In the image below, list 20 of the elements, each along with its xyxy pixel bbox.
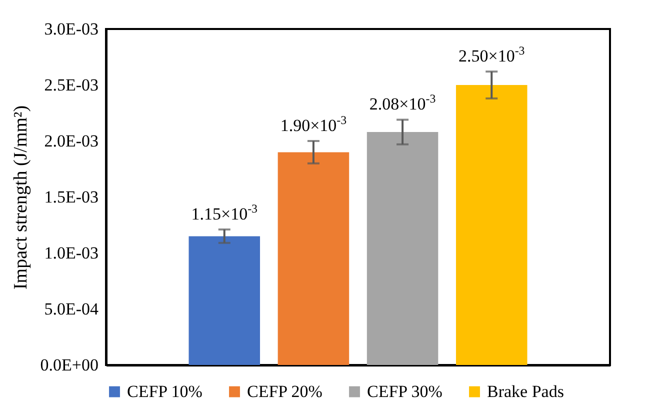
data-label: 1.90×10$^{-3}$ bbox=[280, 113, 347, 135]
legend-label: CEFP 10% bbox=[127, 382, 202, 401]
legend-label: CEFP 20% bbox=[247, 382, 322, 401]
legend-label: CEFP 30% bbox=[367, 382, 442, 401]
y-tick-label: 2.0E-03 bbox=[44, 132, 98, 150]
y-tick-label: 1.0E-03 bbox=[44, 244, 98, 262]
y-tick-label: 5.0E-04 bbox=[44, 300, 99, 318]
data-label: 2.50×10$^{-3}$ bbox=[458, 44, 525, 66]
bar bbox=[456, 85, 528, 365]
y-tick-label: 2.5E-03 bbox=[44, 76, 98, 94]
data-label: 1.15×10$^{-3}$ bbox=[191, 201, 258, 224]
y-tick-label: 0.0E+00 bbox=[40, 356, 98, 374]
y-tick-label: 3.0E-03 bbox=[44, 20, 98, 38]
y-axis-title: Impact strength (J/mm²) bbox=[10, 105, 32, 290]
y-tick-label: 1.5E-03 bbox=[44, 188, 98, 206]
data-label: 2.08×10$^{-3}$ bbox=[369, 92, 436, 114]
legend-label: Brake Pads bbox=[487, 382, 564, 401]
bar bbox=[366, 132, 438, 365]
bar bbox=[278, 152, 350, 365]
bar bbox=[188, 236, 260, 365]
